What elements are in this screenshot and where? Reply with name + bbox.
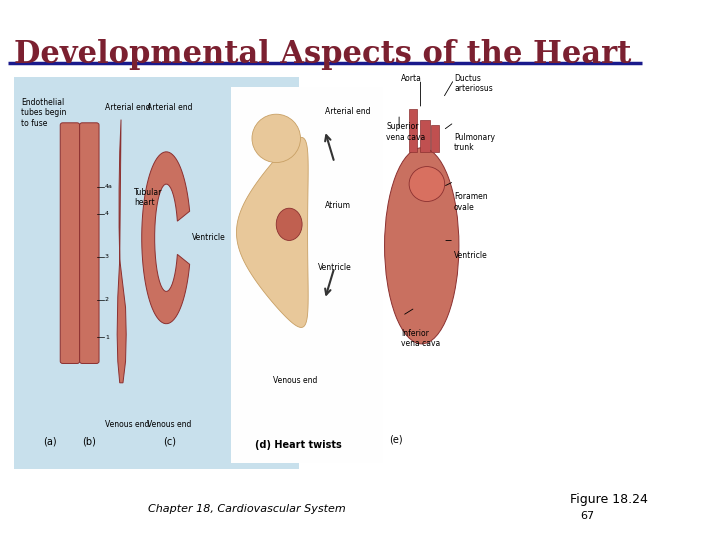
Text: Venous end: Venous end: [105, 421, 150, 429]
Polygon shape: [117, 119, 126, 383]
Text: Figure 18.24: Figure 18.24: [570, 494, 648, 507]
Text: 67: 67: [580, 511, 594, 522]
Text: Venous end: Venous end: [148, 421, 192, 429]
Text: 3: 3: [105, 254, 109, 259]
Text: Venous end: Venous end: [274, 376, 318, 384]
Text: Arterial end: Arterial end: [104, 103, 150, 112]
Text: Ventricle: Ventricle: [318, 263, 352, 272]
Ellipse shape: [409, 166, 445, 201]
Polygon shape: [142, 152, 189, 323]
Text: Atrium: Atrium: [325, 201, 351, 210]
Text: (e): (e): [389, 435, 402, 444]
Text: Ventricle: Ventricle: [454, 251, 488, 260]
Text: Developmental Aspects of the Heart: Developmental Aspects of the Heart: [14, 39, 631, 70]
FancyBboxPatch shape: [60, 123, 80, 363]
Text: Ductus
arteriosus: Ductus arteriosus: [454, 74, 492, 93]
FancyBboxPatch shape: [431, 125, 439, 152]
Text: Inferior
vena cava: Inferior vena cava: [401, 329, 441, 348]
Text: Tubular
heart: Tubular heart: [134, 188, 162, 207]
Ellipse shape: [276, 208, 302, 240]
Text: (b): (b): [82, 437, 96, 447]
Text: Chapter 18, Cardiovascular System: Chapter 18, Cardiovascular System: [148, 504, 346, 515]
Text: 4: 4: [105, 211, 109, 216]
Text: Superior
vena cava: Superior vena cava: [386, 122, 426, 141]
Text: Ventricle: Ventricle: [192, 233, 226, 242]
Text: Endothelial
tubes begin
to fuse: Endothelial tubes begin to fuse: [21, 98, 66, 128]
Text: (a): (a): [43, 437, 57, 447]
Text: (d) Heart twists: (d) Heart twists: [256, 440, 342, 450]
Ellipse shape: [384, 148, 459, 344]
Text: Pulmonary
trunk: Pulmonary trunk: [454, 133, 495, 152]
Text: Arterial end: Arterial end: [325, 107, 370, 116]
FancyBboxPatch shape: [80, 123, 99, 363]
FancyBboxPatch shape: [409, 109, 417, 152]
Text: (c): (c): [163, 437, 176, 447]
Text: 1: 1: [105, 335, 109, 340]
Text: Arterial end: Arterial end: [147, 103, 192, 112]
Text: 4a: 4a: [105, 184, 113, 189]
Polygon shape: [236, 137, 308, 327]
Text: Aorta: Aorta: [401, 74, 422, 83]
Text: Foramen
ovale: Foramen ovale: [454, 192, 487, 212]
Text: 2: 2: [105, 297, 109, 302]
FancyBboxPatch shape: [14, 77, 299, 469]
Ellipse shape: [252, 114, 300, 163]
FancyBboxPatch shape: [420, 119, 430, 152]
FancyBboxPatch shape: [231, 87, 383, 463]
